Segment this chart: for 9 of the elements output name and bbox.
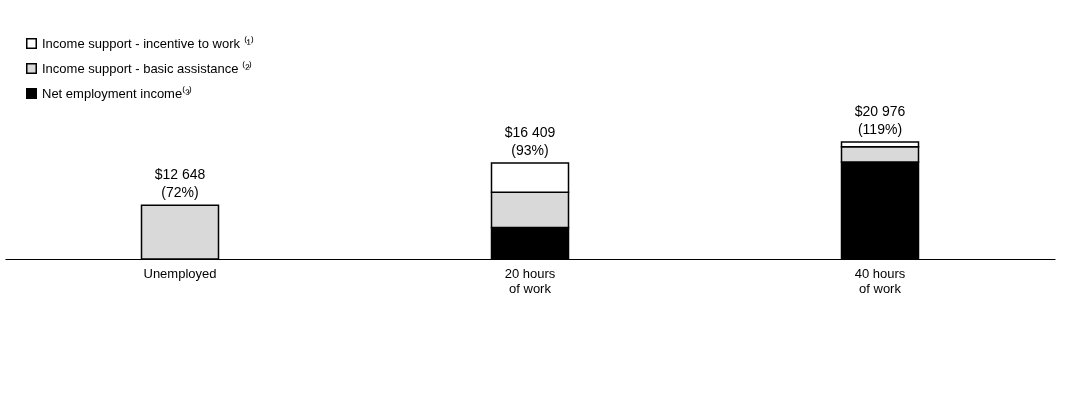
legend-label: Income support - basic assistance ⁽²⁾ [42, 60, 253, 76]
total-label: $20 976 (119%) [854, 103, 906, 137]
x-tick-label: 40 hours of work [854, 265, 906, 296]
x-tick-label: Unemployed [143, 265, 217, 281]
legend-label: Income support - incentive to work ⁽¹⁾ [42, 35, 254, 51]
legend-label: Net employment income⁽³⁾ [42, 85, 193, 101]
total-label: $12 648 (72%) [154, 166, 206, 201]
total-label: $16 409 (93%) [504, 124, 556, 159]
x-tick-label: 20 hours of work [504, 265, 556, 296]
